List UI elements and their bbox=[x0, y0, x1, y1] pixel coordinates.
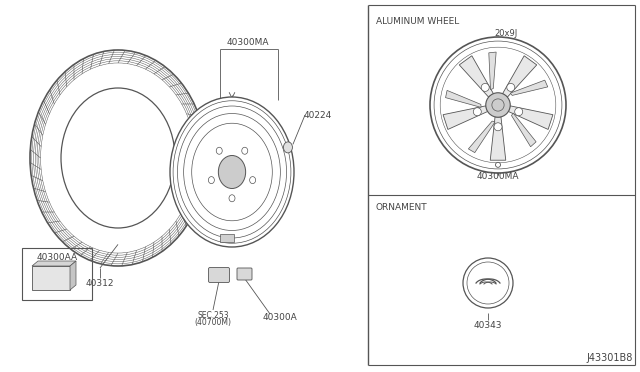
Ellipse shape bbox=[229, 195, 235, 202]
Text: 40300MA: 40300MA bbox=[227, 38, 269, 46]
Circle shape bbox=[495, 162, 500, 167]
Text: ALUMINUM WHEEL: ALUMINUM WHEEL bbox=[376, 17, 460, 26]
FancyBboxPatch shape bbox=[237, 268, 252, 280]
Circle shape bbox=[474, 108, 481, 116]
Circle shape bbox=[430, 37, 566, 173]
Text: 40300MA: 40300MA bbox=[477, 171, 519, 180]
Text: J43301B8: J43301B8 bbox=[587, 353, 633, 363]
Polygon shape bbox=[502, 56, 537, 97]
Text: 40224: 40224 bbox=[304, 110, 332, 119]
Bar bbox=[22, 248, 92, 300]
Polygon shape bbox=[510, 80, 548, 95]
Polygon shape bbox=[32, 261, 76, 266]
Text: (40700M): (40700M) bbox=[195, 318, 232, 327]
Polygon shape bbox=[508, 106, 553, 129]
Ellipse shape bbox=[61, 88, 175, 228]
Ellipse shape bbox=[242, 147, 248, 154]
Text: SEC.253: SEC.253 bbox=[197, 311, 229, 320]
Text: 20x9J: 20x9J bbox=[494, 29, 518, 38]
Circle shape bbox=[486, 93, 510, 117]
Polygon shape bbox=[445, 90, 481, 108]
Polygon shape bbox=[468, 121, 495, 153]
Ellipse shape bbox=[209, 177, 214, 184]
Circle shape bbox=[507, 83, 515, 92]
Circle shape bbox=[494, 123, 502, 131]
Ellipse shape bbox=[218, 155, 246, 189]
Polygon shape bbox=[511, 113, 536, 147]
Polygon shape bbox=[443, 106, 488, 129]
Text: ORNAMENT: ORNAMENT bbox=[376, 203, 428, 212]
Bar bbox=[32, 266, 70, 290]
Text: 40343: 40343 bbox=[474, 321, 502, 330]
Ellipse shape bbox=[170, 97, 294, 247]
Circle shape bbox=[463, 258, 513, 308]
Polygon shape bbox=[489, 52, 496, 90]
Bar bbox=[220, 234, 234, 242]
Polygon shape bbox=[70, 261, 76, 290]
Ellipse shape bbox=[216, 147, 222, 154]
Circle shape bbox=[481, 83, 489, 92]
Text: 40312: 40312 bbox=[86, 279, 115, 288]
Ellipse shape bbox=[284, 142, 292, 153]
FancyBboxPatch shape bbox=[209, 267, 230, 282]
Text: 40300A: 40300A bbox=[262, 312, 298, 321]
Ellipse shape bbox=[250, 177, 255, 184]
Polygon shape bbox=[460, 56, 493, 97]
Text: 40300AA: 40300AA bbox=[36, 253, 77, 262]
Polygon shape bbox=[490, 117, 506, 160]
Circle shape bbox=[515, 108, 523, 116]
